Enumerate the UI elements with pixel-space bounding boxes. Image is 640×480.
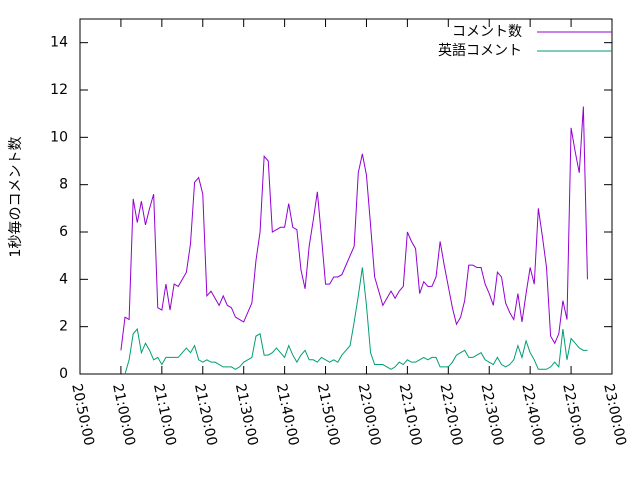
y-tick-label: 2 [59, 319, 68, 335]
y-tick-label: 4 [59, 271, 68, 287]
y-tick-label: 0 [59, 366, 68, 382]
legend-label: コメント数 [452, 24, 522, 40]
y-tick-label: 8 [59, 177, 68, 193]
y-tick-label: 14 [50, 35, 68, 51]
series-line [124, 267, 588, 375]
y-tick-label: 6 [59, 224, 68, 240]
y-tick-label: 12 [50, 82, 68, 98]
y-axis-label: 1秒毎のコメント数 [8, 137, 24, 258]
y-tick-label: 10 [50, 129, 68, 145]
legend-label: 英語コメント [438, 42, 522, 59]
plot-frame [79, 18, 613, 375]
series-line [120, 106, 588, 351]
